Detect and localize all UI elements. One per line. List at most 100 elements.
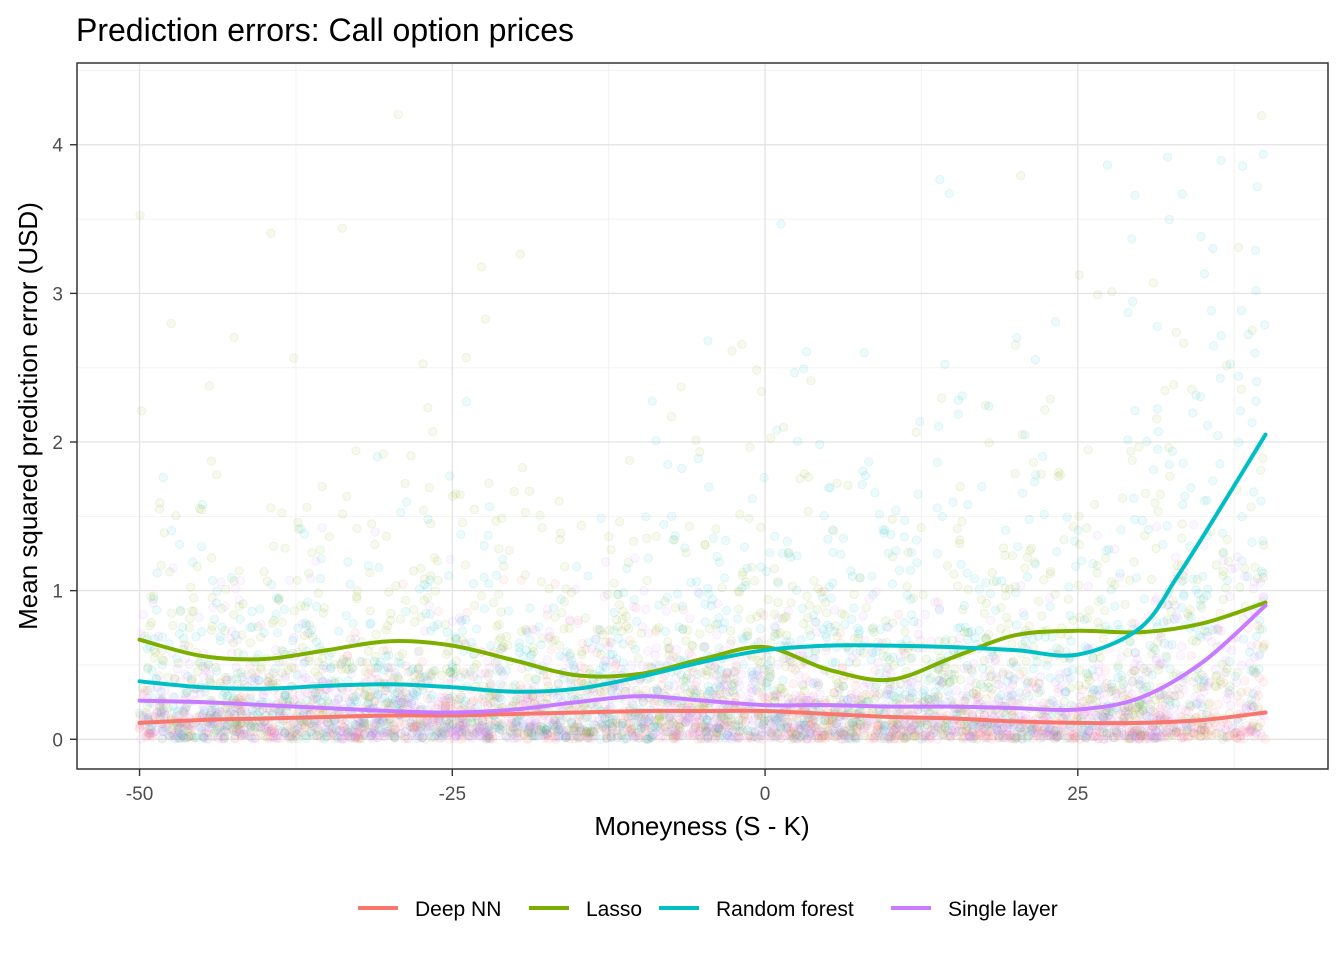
scatter-point — [721, 535, 731, 546]
scatter-point — [981, 730, 991, 741]
scatter-point — [749, 576, 760, 586]
scatter-point — [870, 487, 880, 498]
scatter-point — [938, 720, 948, 730]
scatter-point — [641, 734, 651, 744]
scatter-point — [778, 675, 788, 685]
scatter-point — [1113, 663, 1123, 673]
scatter-point — [600, 713, 610, 723]
scatter-point — [1165, 471, 1175, 481]
scatter-point — [1211, 560, 1221, 570]
scatter-point — [1215, 373, 1225, 383]
scatter-point — [760, 694, 771, 704]
scatter-point — [976, 595, 987, 605]
scatter-point — [259, 628, 269, 638]
scatter-point — [1243, 686, 1253, 697]
scatter-point — [1028, 698, 1039, 708]
scatter-point — [523, 728, 533, 738]
scatter-point — [652, 721, 663, 731]
scatter-point — [606, 718, 616, 728]
scatter-point — [1138, 705, 1148, 715]
scatter-point — [1197, 724, 1207, 735]
scatter-point — [933, 692, 943, 702]
scatter-point — [336, 719, 346, 729]
scatter-point — [733, 732, 743, 742]
scatter-point — [867, 571, 877, 581]
scatter-point — [677, 463, 687, 474]
scatter-point — [691, 716, 702, 727]
scatter-point — [1221, 655, 1231, 665]
scatter-point — [604, 532, 614, 542]
scatter-point — [542, 610, 552, 620]
scatter-point — [592, 647, 602, 658]
scatter-point — [1090, 499, 1100, 510]
scatter-point — [1179, 591, 1189, 601]
scatter-point — [727, 346, 737, 356]
scatter-point — [708, 533, 719, 543]
scatter-point — [1033, 729, 1043, 739]
scatter-point — [245, 638, 255, 648]
scatter-point — [492, 621, 502, 631]
scatter-point — [1121, 733, 1131, 743]
scatter-point — [242, 670, 252, 680]
scatter-point — [599, 656, 610, 666]
plot-panel — [77, 63, 1328, 769]
scatter-point — [1075, 691, 1085, 702]
scatter-point — [725, 626, 736, 636]
scatter-point — [517, 663, 527, 674]
scatter-point — [875, 625, 886, 635]
scatter-point — [1169, 691, 1179, 701]
scatter-point — [606, 545, 616, 555]
scatter-point — [714, 557, 725, 567]
scatter-point — [715, 689, 725, 699]
scatter-point — [311, 601, 322, 612]
scatter-point — [496, 679, 506, 689]
scatter-point — [1181, 706, 1191, 716]
scatter-point — [1035, 679, 1045, 689]
scatter-point — [495, 633, 506, 643]
scatter-point — [158, 472, 168, 483]
scatter-point — [595, 624, 605, 635]
scatter-point — [1129, 557, 1139, 567]
scatter-point — [175, 539, 185, 550]
scatter-point — [912, 557, 922, 568]
scatter-point — [317, 522, 327, 533]
scatter-point — [366, 519, 377, 529]
scatter-point — [773, 597, 783, 608]
scatter-point — [957, 724, 967, 734]
scatter-point — [1149, 731, 1159, 742]
scatter-point — [321, 662, 331, 673]
scatter-point — [1111, 688, 1121, 698]
scatter-point — [341, 611, 351, 621]
scatter-point — [756, 522, 766, 532]
scatter-point — [1171, 727, 1181, 738]
scatter-point — [1029, 676, 1039, 686]
scatter-point — [607, 728, 617, 739]
scatter-point — [660, 626, 671, 637]
scatter-point — [1071, 561, 1081, 572]
scatter-point — [1096, 594, 1107, 605]
scatter-point — [1186, 483, 1196, 493]
scatter-point — [408, 566, 419, 576]
scatter-point — [266, 580, 276, 590]
scatter-point — [359, 721, 370, 731]
scatter-point — [523, 724, 534, 735]
scatter-point — [278, 696, 288, 706]
scatter-point — [596, 687, 607, 698]
scatter-point — [984, 438, 994, 448]
scatter-point — [1236, 305, 1247, 316]
scatter-point — [138, 610, 148, 620]
scatter-point — [576, 520, 587, 531]
scatter-point — [1199, 593, 1209, 604]
scatter-point — [1127, 455, 1137, 465]
scatter-point — [458, 720, 468, 731]
scatter-point — [428, 427, 438, 437]
scatter-point — [297, 619, 307, 629]
scatter-point — [1017, 731, 1027, 741]
scatter-point — [429, 553, 439, 563]
scatter-point — [1196, 231, 1206, 242]
scatter-point — [1069, 731, 1079, 741]
scatter-point — [1258, 641, 1268, 651]
scatter-point — [553, 679, 563, 689]
scatter-point — [1248, 726, 1258, 736]
scatter-point — [364, 728, 374, 738]
